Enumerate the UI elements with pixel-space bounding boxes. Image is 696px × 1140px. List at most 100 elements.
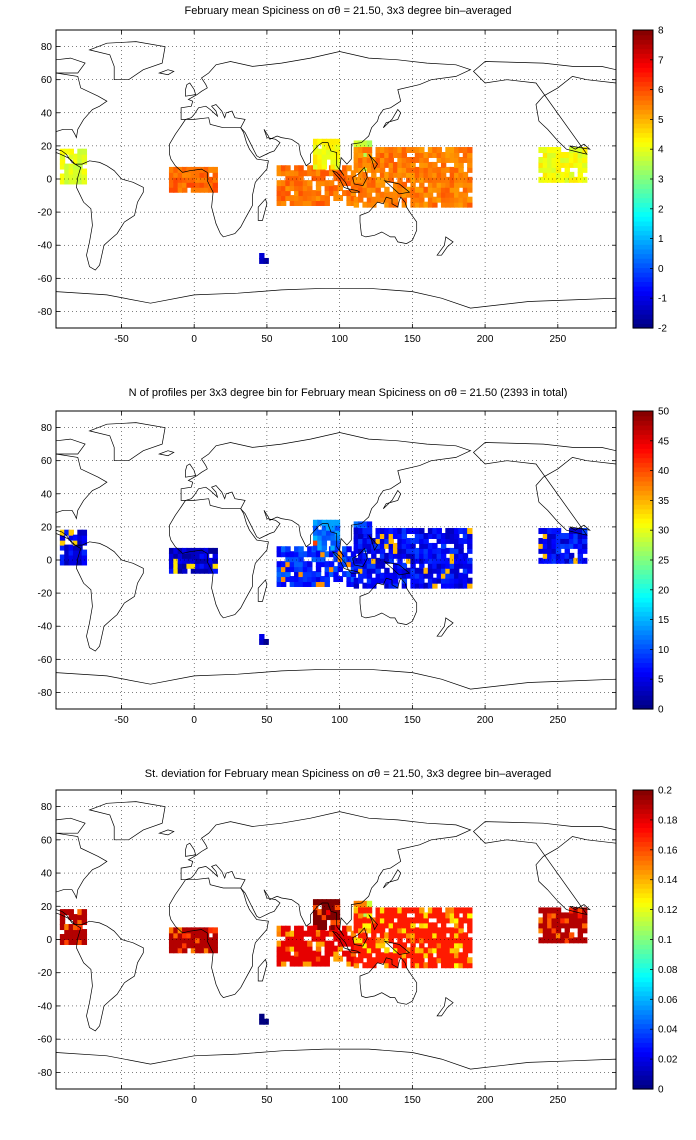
bin-cell [440, 186, 447, 193]
colorbar-swatch [633, 276, 653, 283]
bin-cell [212, 547, 218, 554]
bin-cell [577, 176, 584, 183]
bin-cell [294, 190, 300, 197]
bin-region [276, 546, 357, 587]
colorbar-tick-label: -1 [658, 294, 667, 305]
colorbar-tick-label: 0.02 [658, 1055, 678, 1066]
bin-cell [307, 955, 313, 962]
bin-cell [298, 576, 304, 583]
coastline [347, 188, 361, 193]
colorbar-swatch [633, 490, 653, 496]
bin-cell [350, 566, 357, 573]
bin-cell [454, 171, 460, 178]
bin-cell [440, 171, 447, 178]
bin-cell [542, 533, 549, 539]
bin-cell [186, 937, 192, 944]
bin-cell [173, 927, 179, 934]
bin-cell [195, 552, 201, 559]
bin-cell [64, 163, 70, 170]
colorbar-tick-label: 0.14 [658, 875, 678, 886]
bin-cell [81, 178, 88, 185]
bin-cell [358, 900, 364, 907]
bin-cell [312, 158, 319, 165]
bin-cell [358, 196, 364, 203]
bin-cell [298, 200, 304, 206]
bin-cell [285, 195, 291, 202]
bin-cell [410, 577, 416, 584]
bin-cell [449, 152, 456, 158]
y-tick-label: -40 [38, 241, 53, 252]
bin-cell [208, 562, 214, 569]
bin-cell [467, 196, 473, 203]
bin-cell [397, 552, 403, 559]
bin-cell [560, 932, 566, 939]
bin-cell [173, 186, 179, 193]
colorbar-swatch [633, 127, 653, 134]
bin-cell [298, 566, 304, 573]
bin-cell [337, 576, 344, 583]
bin-cell [414, 552, 421, 559]
bin-cell [294, 955, 300, 962]
bin-cell [432, 147, 438, 154]
bin-cell [440, 181, 447, 188]
bin-cell [362, 165, 368, 172]
bin-cell [560, 156, 566, 163]
bin-cell [307, 950, 313, 957]
bin-cell [401, 552, 408, 559]
bin-cell [432, 577, 438, 584]
bin-cell [397, 567, 403, 574]
bin-cell [423, 176, 429, 183]
colorbar-swatch [633, 902, 653, 908]
bin-cell [551, 171, 557, 178]
bin-cell [449, 156, 456, 163]
bin-cell [462, 962, 469, 969]
bin-cell [427, 528, 434, 535]
bin-cell [208, 927, 214, 934]
x-tick-label: 250 [549, 1095, 566, 1106]
bin-cell [423, 547, 429, 554]
colorbar-swatch [633, 95, 653, 101]
bin-cell [350, 955, 357, 962]
bin-cell [449, 942, 456, 949]
bin-cell [371, 577, 377, 584]
bin-cell [445, 537, 451, 544]
bin-cell [307, 200, 313, 206]
bin-cell [388, 533, 394, 539]
colorbar-swatch [633, 916, 653, 922]
bin-cell [440, 912, 447, 919]
colorbar-swatch [633, 314, 653, 320]
bin-cell [173, 176, 179, 183]
bin-cell [366, 952, 373, 959]
bin-cell [577, 533, 584, 539]
bin-cell [199, 186, 205, 193]
colorbar-swatch [633, 434, 653, 440]
bin-cell [577, 922, 584, 929]
bin-cell [186, 942, 192, 949]
bin-cell [302, 185, 309, 192]
bin-cell [168, 947, 175, 954]
bin-cell [555, 152, 562, 158]
coastline [347, 569, 361, 574]
bin-cell [564, 547, 570, 554]
bin-cell [59, 158, 66, 165]
bin-cell [577, 557, 584, 564]
bin-cell [190, 186, 197, 193]
bin-cell [427, 962, 434, 969]
bin-cell [333, 930, 339, 937]
bin-cell [401, 186, 408, 193]
bin-cell [432, 567, 438, 574]
bin-cell [285, 566, 291, 573]
bin-cell [432, 937, 438, 944]
colorbar-swatch [633, 564, 653, 570]
bin-cell [436, 927, 442, 934]
bin-cell [401, 917, 408, 924]
bin-cell [582, 152, 588, 158]
bin-cell [333, 935, 339, 942]
bin-cell [358, 140, 364, 147]
bin-cell [432, 542, 438, 549]
bin-cell [358, 181, 364, 188]
bin-cell [203, 181, 210, 188]
bin-cell [358, 937, 364, 944]
bin-cell [440, 962, 447, 969]
colorbar-swatch [633, 57, 653, 64]
